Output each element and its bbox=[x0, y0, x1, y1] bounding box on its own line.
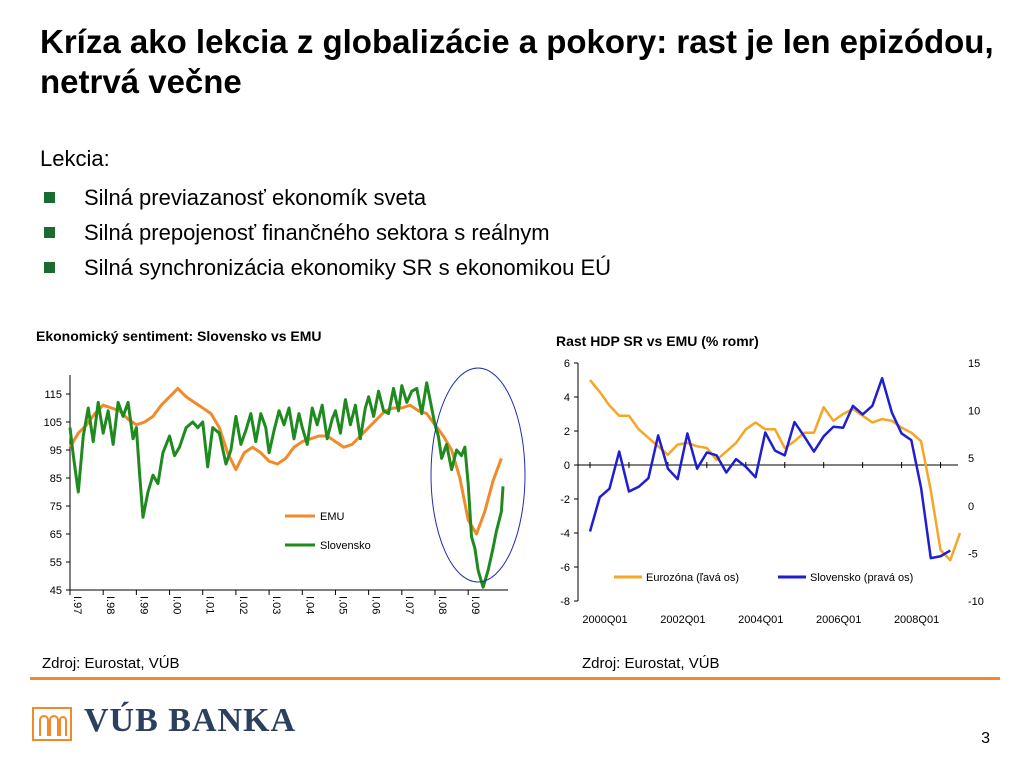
bullet-square-icon bbox=[44, 227, 55, 238]
slide-title: Kríza ako lekcia z globalizácie a pokory… bbox=[40, 23, 994, 100]
y-tick-label: 115 bbox=[44, 389, 62, 401]
bullet-text: Silná previazanosť ekonomík sveta bbox=[84, 185, 427, 210]
y-tick-label: 55 bbox=[50, 557, 62, 569]
x-tick-label: I.00 bbox=[171, 596, 183, 614]
x-tick-label: 2008Q01 bbox=[894, 614, 939, 626]
x-tick-label: I.07 bbox=[403, 596, 415, 614]
x-tick-label: I.09 bbox=[469, 596, 481, 614]
y-left-tick-label: 2 bbox=[564, 426, 570, 438]
page-number: 3 bbox=[981, 730, 990, 747]
y-left-tick-label: -2 bbox=[560, 494, 570, 506]
legend-label: EMU bbox=[320, 511, 345, 523]
legend-label: Slovensko bbox=[320, 540, 371, 552]
source-left: Zdroj: Eurostat, VÚB bbox=[42, 655, 180, 672]
footer-rule bbox=[30, 677, 1000, 680]
x-tick-label: I.02 bbox=[237, 596, 249, 614]
gdp-chart: -8 -6 -4 -2 0 2 4 6 -10 -5 0 5 10 15 2000Q01 2002Q01 200… bbox=[560, 358, 984, 626]
bullet-item: Silná synchronizácia ekonomiky SR s ekon… bbox=[40, 250, 611, 285]
bullet-text: Silná prepojenosť finančného sektora s r… bbox=[84, 220, 550, 245]
highlight-ellipse bbox=[430, 367, 526, 583]
vub-logo-icon bbox=[32, 707, 72, 741]
x-tick-label: I.05 bbox=[336, 596, 348, 614]
series-line-eurozona bbox=[589, 379, 962, 562]
x-tick-label: 2000Q01 bbox=[582, 614, 627, 626]
bullet-square-icon bbox=[44, 262, 55, 273]
y-left-tick-label: 0 bbox=[564, 460, 570, 472]
y-left-tick-label: 4 bbox=[564, 392, 570, 404]
logo-text: VÚB BANKA bbox=[84, 702, 297, 739]
x-tick-label: I.99 bbox=[137, 596, 149, 614]
y-tick-label: 85 bbox=[50, 473, 62, 485]
source-right: Zdroj: Eurostat, VÚB bbox=[582, 655, 720, 672]
y-right-tick-label: 10 bbox=[968, 406, 980, 418]
bullet-text: Silná synchronizácia ekonomiky SR s ekon… bbox=[84, 255, 612, 280]
x-tick-label: I.04 bbox=[303, 596, 315, 614]
sentiment-chart: 45 55 65 75 85 95 105 115 I.97 I.98 I.99 I.00 I.01 I.… bbox=[44, 367, 526, 614]
y-left-tick-label: -6 bbox=[560, 562, 570, 574]
y-tick-label: 75 bbox=[50, 501, 62, 513]
bullet-item: Silná prepojenosť finančného sektora s r… bbox=[40, 215, 611, 250]
y-left-tick-label: 6 bbox=[564, 358, 570, 370]
x-tick-label: 2004Q01 bbox=[738, 614, 783, 626]
y-right-tick-label: 5 bbox=[968, 453, 974, 465]
y-right-tick-label: 0 bbox=[968, 501, 974, 513]
y-left-tick-label: -4 bbox=[560, 528, 570, 540]
series-line-slovensko bbox=[588, 376, 951, 560]
x-tick-label: 2006Q01 bbox=[816, 614, 861, 626]
y-tick-label: 95 bbox=[50, 445, 62, 457]
series-line-slovensko bbox=[68, 381, 505, 589]
y-right-tick-label: -5 bbox=[968, 548, 978, 560]
x-tick-label: I.01 bbox=[204, 596, 216, 614]
bullet-list: Silná previazanosť ekonomík sveta Silná … bbox=[40, 180, 611, 285]
y-right-tick-label: 15 bbox=[968, 358, 980, 370]
y-left-tick-label: -8 bbox=[560, 596, 570, 608]
chart1-title: Ekonomický sentiment: Slovensko vs EMU bbox=[36, 328, 322, 344]
y-tick-label: 105 bbox=[44, 417, 62, 429]
bullet-item: Silná previazanosť ekonomík sveta bbox=[40, 180, 611, 215]
x-tick-label: 2002Q01 bbox=[660, 614, 705, 626]
y-right-tick-label: -10 bbox=[968, 596, 984, 608]
y-tick-label: 45 bbox=[50, 585, 62, 597]
x-tick-label: I.03 bbox=[270, 596, 282, 614]
x-tick-label: I.97 bbox=[71, 596, 83, 614]
x-tick-label: I.08 bbox=[436, 596, 448, 614]
legend-label: Slovensko (pravá os) bbox=[810, 572, 913, 584]
legend-label: Eurozóna (ľavá os) bbox=[646, 572, 739, 584]
y-tick-label: 65 bbox=[50, 529, 62, 541]
lekcia-heading: Lekcia: bbox=[40, 146, 110, 171]
chart2-title: Rast HDP SR vs EMU (% romr) bbox=[556, 333, 759, 349]
series-line-emu bbox=[68, 386, 503, 536]
bullet-square-icon bbox=[44, 192, 55, 203]
x-tick-label: I.98 bbox=[104, 596, 116, 614]
x-tick-label: I.06 bbox=[370, 596, 382, 614]
